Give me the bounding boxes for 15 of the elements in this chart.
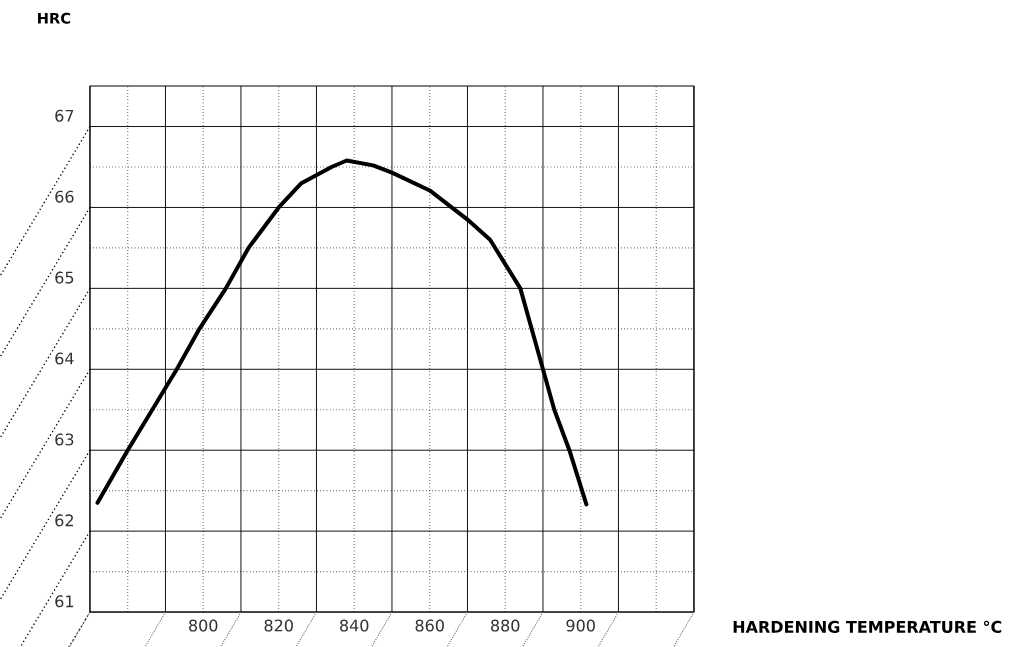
x-axis-title: HARDENING TEMPERATURE °C [733, 620, 1002, 633]
x-tick-label: 880 [491, 619, 520, 632]
y-tick-label: 65 [55, 271, 74, 284]
y-tick-label: 63 [55, 433, 74, 446]
y-tick-label: 64 [55, 352, 74, 365]
x-tick-label: 900 [566, 619, 595, 632]
y-tick-label: 61 [55, 595, 74, 608]
y-axis-title: HRC [38, 12, 71, 24]
y-tick-label: 67 [55, 109, 74, 122]
x-tick-label: 840 [340, 619, 369, 632]
y-tick-label: 62 [55, 514, 73, 527]
y-tick-label: 66 [55, 190, 74, 203]
x-tick-label: 860 [415, 619, 444, 632]
x-tick-label: 820 [264, 619, 293, 632]
x-tick-label: 800 [189, 619, 218, 632]
